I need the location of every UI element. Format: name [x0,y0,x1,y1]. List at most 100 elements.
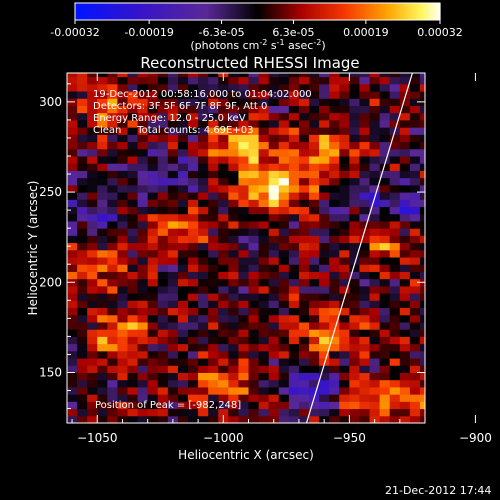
heatmap-cell [218,314,229,323]
heatmap-cell [167,257,179,265]
heatmap-cell [339,112,350,121]
heatmap-cell [117,170,128,179]
heatmap-cell [349,365,360,373]
heatmap-cell [127,163,139,171]
heatmap-cell [67,394,78,402]
heatmap-cell [238,155,250,164]
heatmap-cell [309,148,320,157]
heatmap-cell [238,105,250,114]
heatmap-cell [379,365,391,373]
heatmap-cell [288,148,300,157]
heatmap-cell [258,83,270,92]
heatmap-cell [258,98,270,106]
heatmap-cell [399,394,411,402]
heatmap-cell [339,192,350,200]
heatmap-cell [208,98,219,106]
heatmap-cell [97,73,108,78]
heatmap-cell [248,220,260,229]
observation-annotations: 19-Dec-2012 00:58:16.000 to 01:04:02.000… [93,89,312,136]
heatmap-cell [137,242,149,251]
heatmap-cell [107,184,118,193]
heatmap-cell [369,401,381,410]
heatmap-cell [288,408,300,417]
heatmap-cell [409,329,421,337]
heatmap-cell [87,213,98,222]
heatmap-cell [157,235,169,244]
heatmap-cell [369,127,381,135]
heatmap-cell [419,91,425,99]
heatmap-cell [298,127,310,135]
heatmap-cell [248,112,260,121]
colorbar-cell [102,3,106,20]
heatmap-cell [218,228,229,236]
heatmap-cell [77,401,88,410]
heatmap-cell [389,206,401,215]
heatmap-cell [147,228,159,236]
heatmap-cell [248,343,260,352]
heatmap-cell [278,285,290,294]
heatmap-cell [258,329,270,337]
heatmap-cell [359,285,371,294]
heatmap-cell [87,112,98,121]
heatmap-cell [97,278,108,287]
heatmap-cell [77,206,88,215]
heatmap-cell [359,76,371,85]
heatmap-cell [379,321,391,330]
heatmap-cell [409,98,421,106]
heatmap-cell [409,112,421,121]
heatmap-cell [188,105,199,114]
heatmap-cell [137,206,149,215]
heatmap-cell [369,177,381,186]
heatmap-cell [198,365,209,373]
heatmap-cell [369,112,381,121]
heatmap-cell [379,155,391,164]
heatmap-cell [319,177,330,186]
heatmap-cell [208,105,219,114]
heatmap-cell [389,134,401,143]
heatmap-cell [248,192,260,200]
heatmap-cell [419,141,425,150]
heatmap-cell [248,278,260,287]
heatmap-cell [147,329,159,337]
heatmap-cell [389,91,401,99]
heatmap-cell [228,365,239,373]
heatmap-cell [228,134,239,143]
heatmap-cell [329,170,340,179]
heatmap-cell [188,336,199,345]
colorbar-cell [130,3,134,20]
heatmap-cell [288,163,300,171]
heatmap-cell [147,170,159,179]
heatmap-cell [167,228,179,236]
heatmap-cell [419,408,425,417]
heatmap-cell [329,321,340,330]
heatmap-cell [248,206,260,215]
heatmap-cell [248,314,260,323]
heatmap-cell [177,192,189,200]
colorbar-cell [395,3,399,20]
heatmap-cell [379,401,391,410]
heatmap-cell [127,170,139,179]
heatmap-cell [238,278,250,287]
heatmap-cell [238,401,250,410]
heatmap-cell [409,127,421,135]
heatmap-cell [309,401,320,410]
heatmap-cell [177,76,189,85]
heatmap-cell [319,329,330,337]
heatmap-cell [188,91,199,99]
heatmap-cell [349,134,360,143]
heatmap-cell [298,307,310,316]
heatmap-cell [157,278,169,287]
heatmap-cell [359,220,371,229]
heatmap-cell [319,199,330,208]
heatmap-cell [188,249,199,258]
heatmap-cell [369,365,381,373]
heatmap-cell [319,401,330,410]
heatmap-cell [87,206,98,215]
heatmap-cell [409,170,421,179]
heatmap-cell [198,271,209,280]
heatmap-cell [389,300,401,309]
heatmap-cell [188,73,199,78]
heatmap-cell [137,73,149,78]
heatmap-cell [359,119,371,128]
heatmap-cell [389,358,401,366]
